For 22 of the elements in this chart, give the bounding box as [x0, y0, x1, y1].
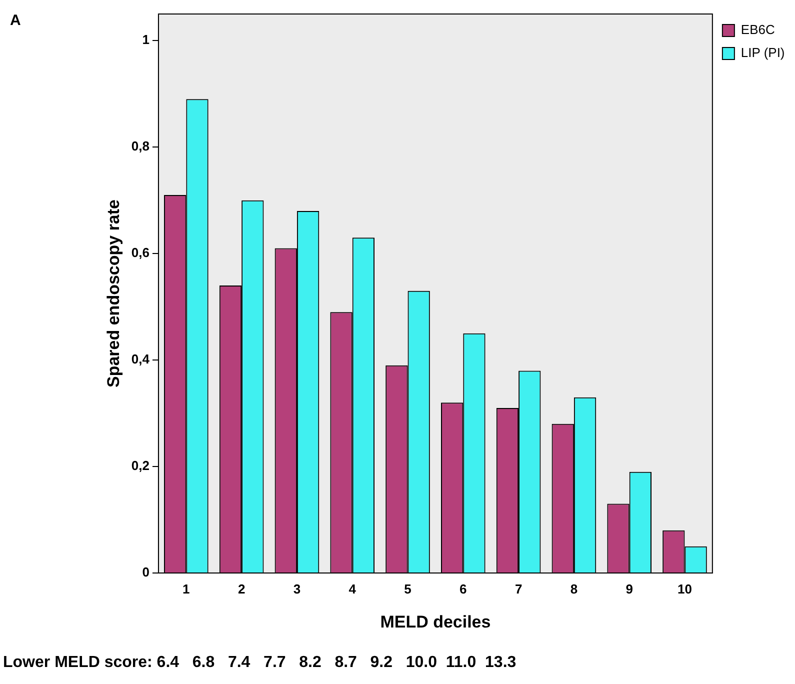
y-tick-label: 0,6: [131, 245, 150, 260]
y-tick-label: 0,2: [131, 458, 150, 474]
legend-label: EB6C: [740, 22, 775, 38]
legend-label: LIP (PI): [740, 45, 785, 60]
y-axis-title: Spared endoscopy rate: [104, 199, 123, 388]
x-axis-title: MELD deciles: [380, 612, 491, 632]
x-tick-label: 7: [514, 581, 522, 596]
y-tick-label: 1: [142, 32, 150, 48]
x-tick-label: 9: [626, 581, 633, 596]
x-tick-label: 5: [404, 581, 412, 596]
x-tick-label: 4: [348, 581, 357, 596]
x-tick-label: 8: [570, 581, 578, 596]
x-tick-label: 1: [182, 581, 190, 596]
x-tick-label: 10: [678, 581, 692, 596]
text: Lower MELD score: 6.4 6.8 7.4 7.7 8.2 8.7 9.2 10.0 11.0 13.3: [3, 654, 516, 672]
text: A: [10, 12, 21, 29]
x-tick-label: 2: [238, 581, 246, 596]
y-tick-label: 0,4: [131, 352, 150, 367]
y-tick-label: 0,8: [131, 138, 150, 154]
x-tick-label: 6: [460, 581, 467, 596]
x-tick-label: 3: [293, 581, 301, 596]
y-tick-label: 0: [142, 564, 150, 580]
